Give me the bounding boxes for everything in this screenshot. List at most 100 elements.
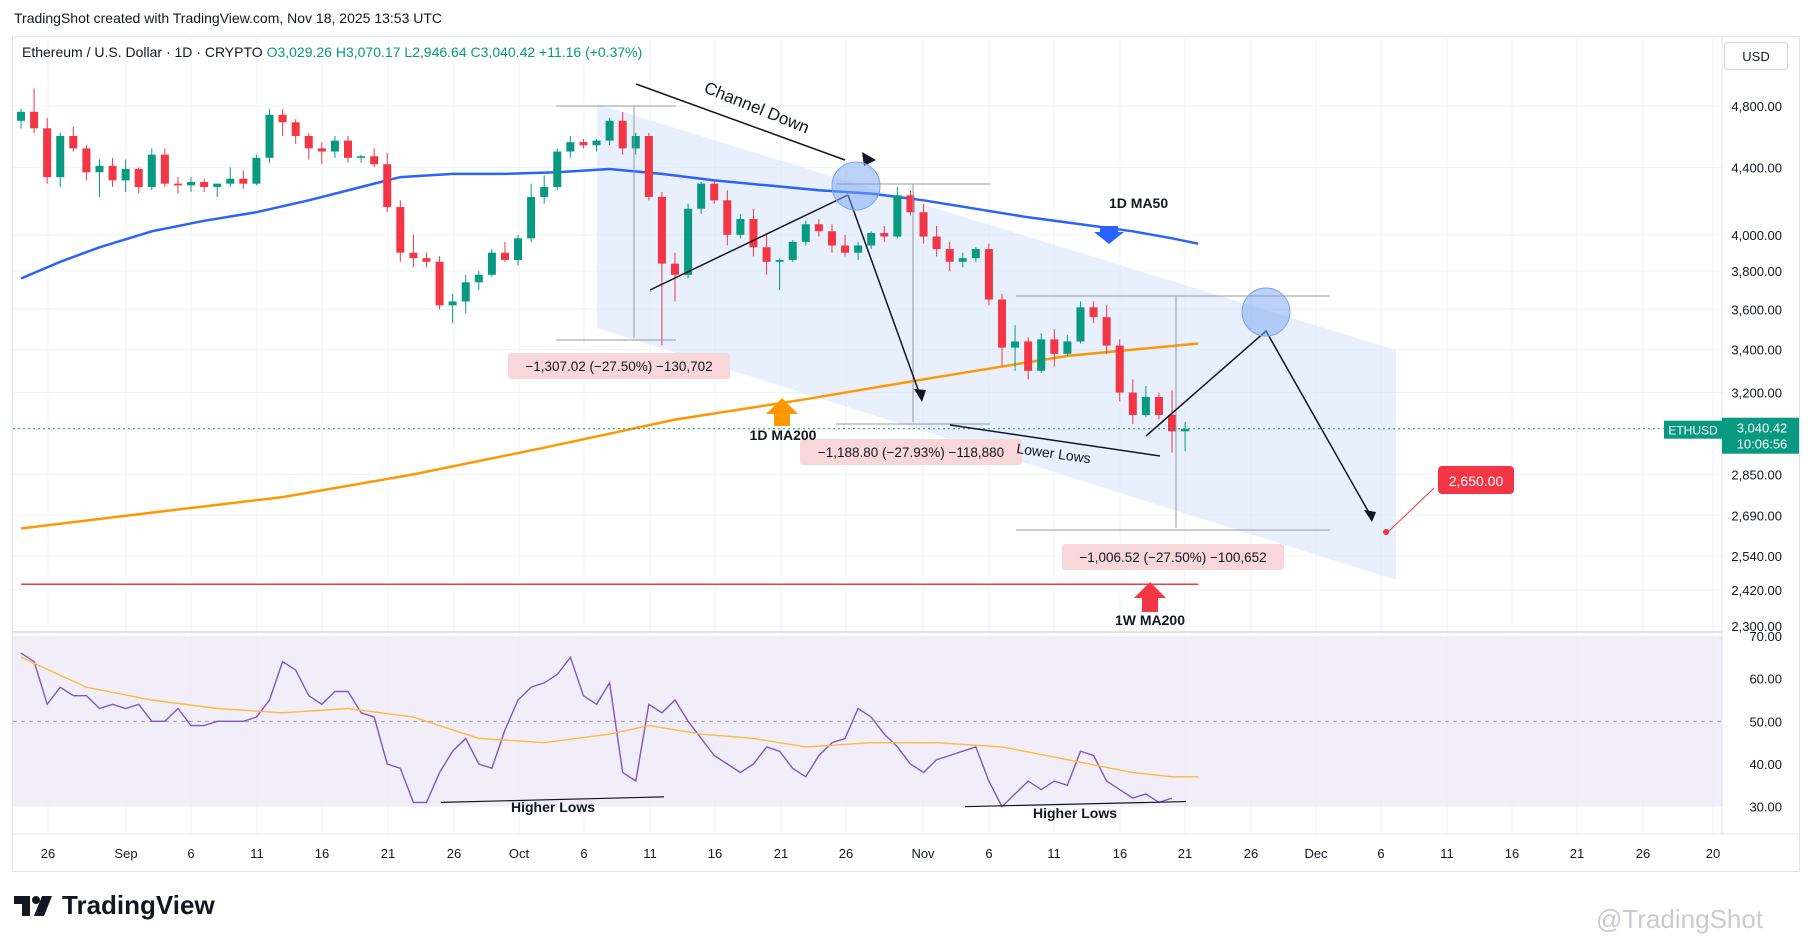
- candle-body: [173, 183, 182, 186]
- candle-body: [775, 259, 784, 262]
- candle-body: [854, 245, 863, 253]
- rsi-tick-label: 50.00: [1749, 714, 1782, 729]
- candle-body: [1141, 396, 1150, 415]
- candle-body: [252, 157, 261, 184]
- price-tick-label: 2,850.00: [1731, 467, 1782, 482]
- x-tick-label: 16: [1505, 846, 1519, 861]
- candle-body: [422, 258, 431, 262]
- x-tick-label: 11: [250, 846, 264, 861]
- header-credit: TradingShot created with TradingView.com…: [14, 10, 443, 26]
- measure-label-2-bg: [800, 439, 1022, 465]
- legend-high: H3,070.17: [335, 44, 401, 60]
- projection-arrowhead: [1364, 510, 1376, 522]
- candle-body: [540, 186, 549, 197]
- candle-body: [1154, 396, 1163, 415]
- rsi-line: [20, 652, 1173, 808]
- touch-circle-2: [1241, 287, 1291, 337]
- channel-down-arrow: [635, 83, 846, 161]
- candle-body: [553, 151, 562, 187]
- target-label: 2,650.00: [1449, 473, 1504, 489]
- measure-label-2: −1,188.80 (−27.93%) −118,880: [818, 445, 1004, 460]
- higher-lows-label-2: Higher Lows: [1033, 805, 1117, 821]
- price-tick-label: 2,540.00: [1731, 549, 1782, 564]
- candle-body: [56, 135, 65, 178]
- x-tick-label: Nov: [911, 846, 935, 861]
- candle-body: [330, 140, 339, 152]
- candle-body: [736, 219, 745, 235]
- candle-body: [723, 200, 732, 235]
- measure-label-1: −1,307.02 (−27.50%) −130,702: [525, 359, 712, 374]
- candle-body: [827, 231, 836, 246]
- w-ma200-label: 1W MA200: [1115, 612, 1185, 628]
- candle-body: [932, 236, 941, 250]
- candle-body: [592, 140, 601, 146]
- currency-button[interactable]: USD: [1724, 42, 1788, 70]
- symbol-title: Ethereum / U.S. Dollar · 1D · CRYPTO: [22, 44, 263, 60]
- price-tick-label: 4,400.00: [1731, 160, 1782, 175]
- candle-body: [801, 224, 810, 242]
- candle-body: [566, 142, 575, 152]
- candle-body: [867, 233, 876, 246]
- candle-body: [657, 196, 666, 264]
- measure-label-3: −1,006.52 (−27.50%) −100,652: [1079, 550, 1266, 565]
- candle-body: [344, 140, 352, 158]
- ma200-label: 1D MA200: [750, 427, 817, 443]
- candle-body: [1168, 414, 1177, 432]
- ma50-line: [20, 167, 1199, 280]
- candle-body: [814, 224, 823, 232]
- candle-body: [500, 252, 509, 260]
- candle-body: [121, 169, 130, 181]
- touch-circle-1: [831, 161, 881, 211]
- candle-body: [1181, 428, 1190, 432]
- candle-body: [906, 195, 915, 213]
- target-badge: [1438, 466, 1514, 494]
- price-tick-label: 2,420.00: [1731, 583, 1782, 598]
- trend-arrowhead: [914, 389, 926, 402]
- ma50-arrow-icon: [1094, 226, 1124, 244]
- candle-body: [278, 114, 287, 123]
- candle-body: [226, 178, 235, 184]
- higher-lows-line-1: [440, 796, 665, 803]
- candle-body: [710, 183, 719, 201]
- chart-frame: [12, 36, 1800, 872]
- price-tick-label: 3,600.00: [1731, 302, 1782, 317]
- candle-body: [618, 120, 627, 149]
- watermark: @TradingShot: [1596, 904, 1764, 934]
- candle-body: [527, 196, 536, 239]
- x-tick-label: 21: [774, 846, 788, 861]
- candle-body: [239, 178, 248, 184]
- ma50-label: 1D MA50: [1109, 195, 1168, 211]
- candle-body: [187, 182, 196, 186]
- x-tick-label: 26: [1244, 846, 1258, 861]
- price-tick-label: 4,800.00: [1731, 99, 1782, 114]
- candle-body: [841, 245, 850, 253]
- price-tick-label: 3,400.00: [1731, 343, 1782, 358]
- candle-body: [697, 183, 706, 209]
- trend-line-down: [847, 194, 921, 396]
- legend-low: L2,946.64: [404, 44, 467, 60]
- x-tick-label: Oct: [509, 846, 530, 861]
- higher-lows-label-1: Higher Lows: [511, 799, 595, 815]
- x-tick-label: 26: [1636, 846, 1650, 861]
- candle-body: [1037, 339, 1046, 371]
- x-tick-label: 21: [1570, 846, 1584, 861]
- target-point: [1383, 529, 1389, 535]
- legend-open: O3,029.26: [266, 44, 332, 60]
- x-tick-label: 16: [708, 846, 722, 861]
- x-tick-label: 26: [447, 846, 461, 861]
- candle-body: [631, 135, 640, 149]
- candle-body: [304, 135, 313, 149]
- tradingview-logo[interactable]: TradingView: [14, 890, 215, 921]
- candle-body: [919, 212, 928, 237]
- rsi-tick-label: 70.00: [1749, 629, 1782, 644]
- x-tick-label: 26: [41, 846, 55, 861]
- ethusd-tag: ETHUSD: [1668, 424, 1718, 438]
- higher-lows-line-2: [964, 800, 1187, 808]
- price-tick-label: 3,200.00: [1731, 386, 1782, 401]
- x-tick-label: Dec: [1304, 846, 1328, 861]
- candle-body: [984, 249, 993, 300]
- rsi-ma-line: [20, 656, 1199, 778]
- symbol-legend: Ethereum / U.S. Dollar · 1D · CRYPTO O3,…: [22, 44, 642, 60]
- x-tick-label: 6: [187, 846, 194, 861]
